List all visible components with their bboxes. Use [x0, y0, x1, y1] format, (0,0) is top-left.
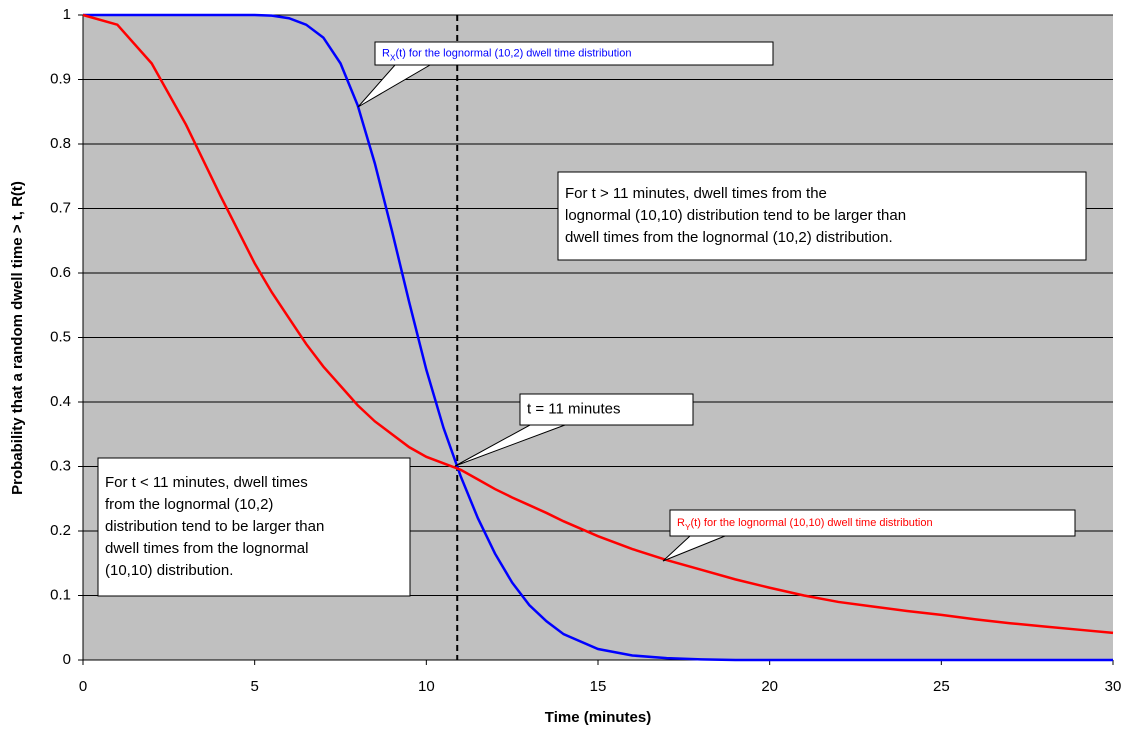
y-axis-label: Probability that a random dwell time > t…	[9, 181, 26, 495]
callout-text-part: X	[390, 53, 396, 62]
callout-text: RX(t) for the lognormal (10,2) dwell tim…	[382, 47, 631, 62]
x-tick-label: 20	[761, 678, 778, 695]
callout-box	[519, 393, 694, 426]
callout-text-part: R	[382, 47, 390, 59]
callout-text-part: (t) for the lognormal (10,10) dwell time…	[690, 517, 932, 529]
callout-text: For t > 11 minutes, dwell times from the	[565, 185, 827, 202]
x-tick-label: 10	[418, 678, 435, 695]
callout-text-part: (t) for the lognormal (10,2) dwell time …	[395, 47, 631, 59]
y-tick-label: 0.9	[50, 70, 71, 87]
callout-text: distribution tend to be larger than	[105, 518, 324, 535]
y-tick-label: 0.5	[50, 328, 71, 345]
x-tick-label: 5	[250, 678, 258, 695]
series-line	[83, 13, 1113, 662]
callout-box	[97, 457, 411, 597]
callout-text: dwell times from the lognormal	[105, 540, 308, 557]
y-tick-label: 0	[63, 651, 71, 668]
callout-text-part: R	[677, 517, 685, 529]
callout-text-part: Y	[685, 523, 691, 532]
callout-box	[557, 171, 1087, 261]
callout-box	[669, 509, 1076, 537]
y-tick-label: 0.6	[50, 264, 71, 281]
y-tick-label: 0.7	[50, 199, 71, 216]
x-tick-label: 30	[1105, 678, 1122, 695]
callout-text: lognormal (10,10) distribution tend to b…	[565, 207, 906, 224]
y-tick-label: 0.2	[50, 522, 71, 539]
y-tick-label: 0.8	[50, 135, 71, 152]
x-axis-label: Time (minutes)	[545, 709, 651, 726]
y-tick-label: 0.3	[50, 457, 71, 474]
series-line	[82, 13, 1114, 635]
callout-text: from the lognormal (10,2)	[105, 496, 273, 513]
x-tick-label: 0	[79, 678, 87, 695]
callout-text: t = 11 minutes	[527, 400, 621, 417]
callout-text: For t < 11 minutes, dwell times	[105, 474, 308, 491]
callout-box	[374, 41, 774, 66]
callout-text: (10,10) distribution.	[105, 562, 233, 579]
y-tick-label: 0.1	[50, 586, 71, 603]
x-tick-label: 15	[590, 678, 607, 695]
x-tick-label: 25	[933, 678, 950, 695]
y-tick-label: 1	[63, 6, 71, 23]
callout-text: RY(t) for the lognormal (10,10) dwell ti…	[677, 517, 933, 532]
y-tick-label: 0.4	[50, 393, 71, 410]
callout-text: dwell times from the lognormal (10,2) di…	[565, 229, 893, 246]
